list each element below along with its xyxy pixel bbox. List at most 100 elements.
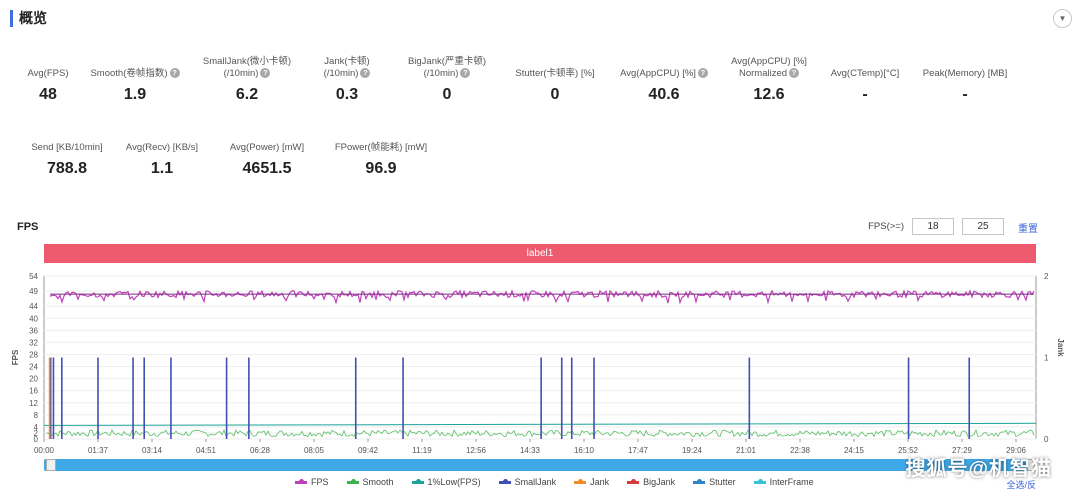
help-icon[interactable]: ?: [697, 68, 708, 79]
metric-value: -: [962, 86, 968, 103]
y-tick-label: 24: [29, 363, 38, 372]
legend-item-smooth[interactable]: Smooth: [346, 477, 394, 487]
metric-label-line: (/10min): [423, 68, 459, 79]
y-tick-label: 40: [29, 314, 38, 323]
y-tick-label: 44: [29, 302, 38, 311]
row2-metric-2: Avg(Power) [mW] 4651.5: [207, 130, 327, 178]
legend-item-1-low-fps-[interactable]: 1%Low(FPS): [411, 477, 481, 487]
metric-label: Send [KB/10min]: [7, 130, 127, 154]
watermark: 搜狐号@机智猫: [905, 458, 1052, 480]
y-tick-label: 0: [34, 435, 39, 444]
y2-tick-label: 1: [1044, 354, 1049, 363]
zoom-handle-right[interactable]: [1027, 459, 1037, 471]
metric-label-line: Avg(CTemp)[°C]: [830, 68, 900, 79]
x-tick-label: 11:19: [412, 446, 432, 455]
legend-swatch: [693, 479, 706, 484]
metric-value: 6.2: [235, 86, 259, 103]
x-tick-label: 08:05: [304, 446, 325, 455]
low-fps-series-line: [43, 422, 1037, 426]
metric-label-line: Avg(Recv) [KB/s]: [125, 142, 199, 153]
legend-item-stutter[interactable]: Stutter: [693, 477, 736, 487]
metric-label: Avg(FPS): [0, 56, 108, 80]
y2-tick-label: 2: [1044, 272, 1049, 281]
metric-value: 0: [442, 86, 452, 103]
legend-item-smalljank[interactable]: SmallJank: [498, 477, 556, 487]
row2-metric-3: FPower(帧能耗) [mW] 96.9: [321, 130, 441, 178]
row1-metric-4: BigJank(严重卡顿) (/10min)? 0: [387, 56, 507, 104]
reset-link[interactable]: 重置: [1018, 224, 1038, 235]
metric-label: Peak(Memory) [MB]: [905, 56, 1025, 80]
legend-label: Smooth: [362, 477, 394, 487]
row1-metric-6: Avg(AppCPU) [%]? 40.6: [604, 56, 724, 104]
row2-metric-0: Send [KB/10min] 788.8: [7, 130, 127, 178]
fps-threshold-controls: FPS(>=): [868, 218, 1004, 235]
legend-label: Stutter: [709, 477, 736, 487]
help-icon[interactable]: ?: [169, 68, 180, 79]
legend-swatch: [627, 479, 640, 484]
label-band[interactable]: label1: [44, 244, 1036, 263]
legend-swatch: [753, 479, 766, 484]
metric-label-line: (/10min): [323, 68, 359, 79]
metric-value: 1.1: [150, 160, 174, 177]
metric-value: 4651.5: [242, 160, 292, 177]
fps-threshold-label: FPS(>=): [868, 221, 904, 232]
metric-value: 12.6: [753, 86, 785, 103]
metric-label-line: (/10min): [223, 68, 259, 79]
metric-label-line: Avg(AppCPU) [%]: [731, 56, 807, 67]
section-header: 概览: [10, 8, 47, 28]
zoom-slider-track[interactable]: [44, 459, 1036, 471]
legend-swatch: [295, 479, 307, 484]
fps-threshold-input-1[interactable]: [912, 218, 954, 235]
x-tick-label: 12:56: [466, 446, 487, 455]
fps-chart: 02481216202428323640444954012FPSJank00:0…: [11, 272, 1065, 455]
metric-label: Stutter(卡顿率) [%]: [495, 56, 615, 80]
legend-label: BigJank: [643, 477, 676, 487]
legend-label: Jank: [590, 477, 610, 487]
metric-value: 40.6: [648, 86, 680, 103]
x-tick-label: 06:28: [250, 446, 271, 455]
select-all-link[interactable]: 全选/反: [1006, 480, 1036, 489]
y-tick-label: 12: [29, 399, 38, 408]
legend-item-fps[interactable]: FPS: [295, 477, 329, 487]
legend-item-bigjank[interactable]: BigJank: [627, 477, 675, 487]
zoom-handle-left[interactable]: [46, 459, 56, 471]
metric-label-line: Jank(卡顿): [324, 56, 370, 67]
fps-series-line: [49, 289, 1035, 305]
metric-label-line: Normalized: [738, 68, 788, 79]
fps-threshold-input-2[interactable]: [962, 218, 1004, 235]
help-icon[interactable]: ?: [360, 68, 371, 79]
row1-metric-0: Avg(FPS) 48: [0, 56, 108, 104]
help-icon[interactable]: ?: [260, 68, 271, 79]
y-tick-label: 28: [29, 350, 38, 359]
x-tick-label: 17:47: [628, 446, 649, 455]
x-tick-label: 25:52: [898, 446, 919, 455]
section-title: 概览: [19, 10, 47, 26]
x-tick-label: 19:24: [682, 446, 703, 455]
help-icon[interactable]: ?: [789, 68, 800, 79]
row1-metric-2: SmallJank(微小卡顿) (/10min)? 6.2: [187, 56, 307, 104]
metric-label: Avg(CTemp)[°C]: [805, 56, 925, 80]
x-tick-label: 27:29: [952, 446, 973, 455]
label-band-text: label1: [526, 248, 554, 259]
metric-label-line: Avg(Power) [mW]: [229, 142, 305, 153]
legend-item-jank[interactable]: Jank: [574, 477, 609, 487]
x-tick-label: 24:15: [844, 446, 865, 455]
chevron-down-icon: ▼: [1058, 14, 1067, 23]
help-icon[interactable]: ?: [460, 68, 471, 79]
metric-label-line: Send [KB/10min]: [31, 142, 103, 153]
smooth-series-line: [45, 428, 1035, 438]
metric-label: Avg(Recv) [KB/s]: [102, 130, 222, 154]
metric-label: Jank(卡顿) (/10min)?: [287, 56, 407, 80]
x-tick-label: 04:51: [196, 446, 217, 455]
metric-label: Avg(AppCPU) [%] Normalized?: [709, 56, 829, 80]
x-tick-label: 14:33: [520, 446, 541, 455]
metric-value: 0: [550, 86, 560, 103]
metric-label: Avg(AppCPU) [%]?: [604, 56, 724, 80]
collapse-button[interactable]: ▼: [1053, 9, 1072, 28]
x-tick-label: 03:14: [142, 446, 163, 455]
legend-label: InterFrame: [769, 477, 814, 487]
metric-label-line: SmallJank(微小卡顿): [202, 56, 292, 67]
y-tick-label: 8: [34, 411, 39, 420]
legend-item-interframe[interactable]: InterFrame: [753, 477, 814, 487]
y-tick-label: 4: [34, 423, 39, 432]
